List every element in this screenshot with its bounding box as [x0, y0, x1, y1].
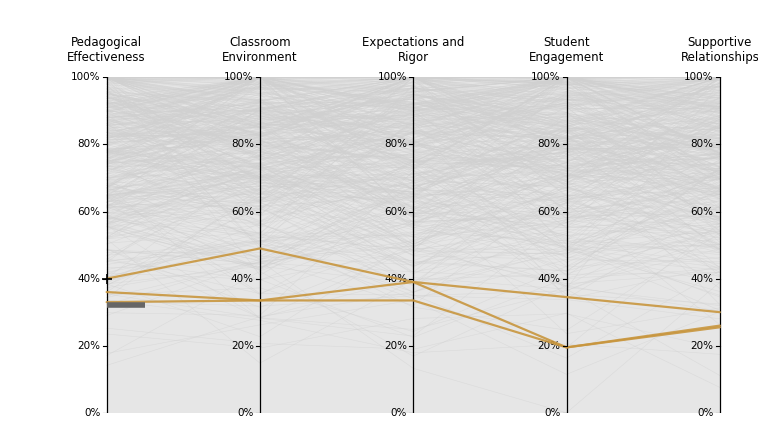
Text: 80%: 80% [691, 139, 714, 150]
Text: 0%: 0% [390, 408, 407, 418]
Text: 100%: 100% [684, 72, 714, 83]
Text: 100%: 100% [531, 72, 560, 83]
Text: 0%: 0% [544, 408, 560, 418]
Text: 0%: 0% [84, 408, 101, 418]
Text: 20%: 20% [230, 341, 254, 351]
Text: 40%: 40% [384, 273, 407, 284]
Text: 60%: 60% [77, 206, 101, 217]
Text: 40%: 40% [537, 273, 560, 284]
Text: 60%: 60% [537, 206, 560, 217]
Text: 40%: 40% [230, 273, 254, 284]
Text: 40%: 40% [77, 273, 101, 284]
Text: 40%: 40% [691, 273, 714, 284]
Text: 0%: 0% [237, 408, 254, 418]
Text: 20%: 20% [77, 341, 101, 351]
Text: Classroom
Environment: Classroom Environment [222, 36, 298, 64]
Text: 20%: 20% [384, 341, 407, 351]
Text: 60%: 60% [384, 206, 407, 217]
Text: 80%: 80% [537, 139, 560, 150]
Text: 100%: 100% [377, 72, 407, 83]
Text: 100%: 100% [224, 72, 254, 83]
Bar [107, 77, 720, 413]
Text: Supportive
Relationships: Supportive Relationships [681, 36, 758, 64]
Text: 60%: 60% [230, 206, 254, 217]
Text: 80%: 80% [230, 139, 254, 150]
Text: 80%: 80% [384, 139, 407, 150]
Text: Expectations and
Rigor: Expectations and Rigor [362, 36, 465, 64]
Text: Pedagogical
Effectiveness: Pedagogical Effectiveness [67, 36, 146, 64]
Text: 100%: 100% [71, 72, 101, 83]
Text: 20%: 20% [691, 341, 714, 351]
Text: 60%: 60% [691, 206, 714, 217]
Text: Student
Engagement: Student Engagement [529, 36, 604, 64]
Text: 20%: 20% [537, 341, 560, 351]
Text: 80%: 80% [77, 139, 101, 150]
Text: 0%: 0% [697, 408, 714, 418]
